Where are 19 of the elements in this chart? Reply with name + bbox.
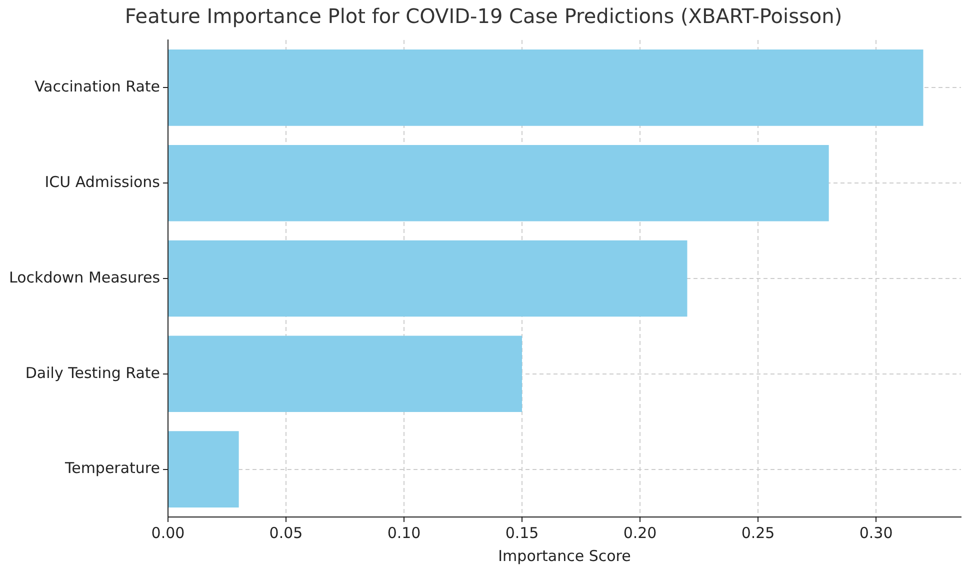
y-tick-label: Daily Testing Rate [25,364,160,382]
y-tick-label: ICU Admissions [44,172,160,191]
chart-title: Feature Importance Plot for COVID-19 Case Predictions (XBART-Poisson) [124,4,842,28]
x-tick-label: 0.10 [387,524,421,542]
x-tick-label: 0.05 [269,524,303,542]
x-tick-label: 0.30 [859,524,893,542]
y-tick-label: Temperature [64,459,160,478]
y-tick-label: Lockdown Measures [8,268,160,286]
x-tick-label: 0.15 [505,524,539,542]
bar [168,336,522,412]
bar [168,240,688,317]
y-tick-label: Vaccination Rate [34,78,160,96]
bar [168,50,924,126]
x-axis-title: Importance Score [498,546,631,565]
x-tick-label: 0.20 [623,524,657,542]
x-tick-label: 0.25 [741,524,775,542]
bar [168,144,829,222]
bar [168,431,239,508]
x-tick-label: 0.00 [151,524,185,542]
